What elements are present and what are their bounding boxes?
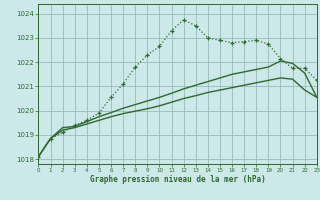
X-axis label: Graphe pression niveau de la mer (hPa): Graphe pression niveau de la mer (hPa) [90, 175, 266, 184]
